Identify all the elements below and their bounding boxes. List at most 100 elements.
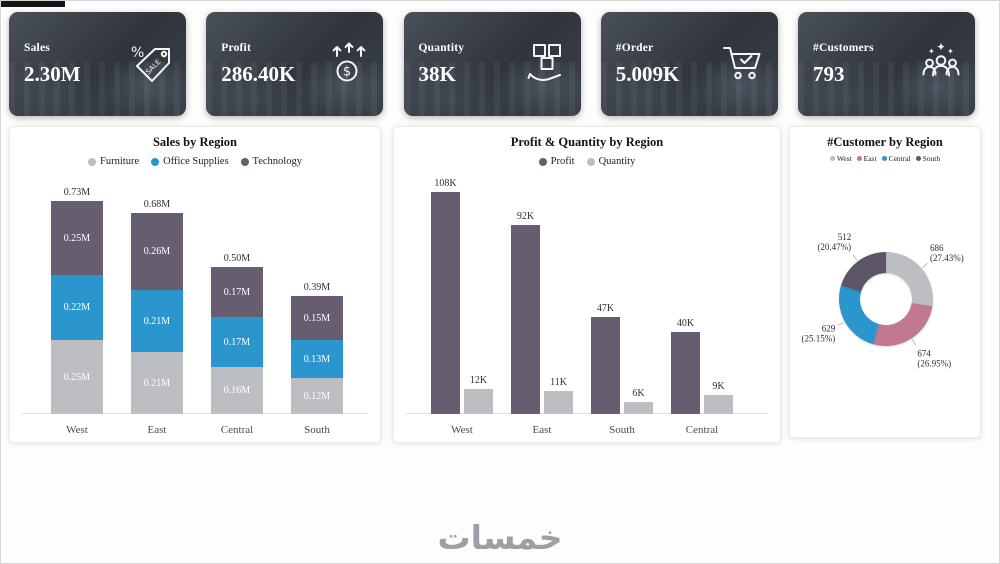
- stacked-segment-office-supplies[interactable]: 0.13M: [291, 340, 343, 378]
- legend-item-technology[interactable]: Technology: [240, 156, 302, 167]
- column-bar-profit[interactable]: [511, 225, 540, 414]
- bar-value-label: 40K: [676, 318, 695, 329]
- category-axis-label: West: [66, 424, 88, 436]
- bar-value-label: 92K: [516, 211, 535, 222]
- label-leader-line: [837, 321, 845, 326]
- kpi-value: 793: [813, 61, 845, 86]
- clustered-bar-chart: 108K 12K West 92K 11K East 47K 6K South 40K 9K Cent…: [394, 171, 780, 439]
- legend-color-dot: [586, 157, 595, 166]
- donut-slice-south[interactable]: [840, 252, 886, 292]
- profit-quantity-panel: Profit & Quantity by Region Profit Quanti…: [393, 126, 781, 443]
- kpi-card-quantity[interactable]: Quantity 38K: [403, 12, 581, 116]
- stacked-segment-furniture[interactable]: 0.21M: [131, 352, 183, 414]
- category-axis-label: South: [609, 424, 635, 436]
- stacked-segment-technology[interactable]: 0.26M: [131, 213, 183, 290]
- legend-label: West: [836, 154, 852, 163]
- stacked-segment-technology[interactable]: 0.15M: [291, 296, 343, 340]
- legend-label: Technology: [252, 156, 302, 167]
- donut-slice-east[interactable]: [873, 302, 933, 346]
- segment-value-label: 0.17M: [223, 336, 251, 348]
- label-leader-line: [911, 339, 916, 346]
- legend-item-south[interactable]: South: [915, 154, 940, 163]
- stacked-segment-technology[interactable]: 0.17M: [211, 267, 263, 317]
- kpi-value: 286.40K: [221, 61, 296, 86]
- segment-value-label: 0.13M: [303, 353, 331, 365]
- donut-data-label: 674 (26.95%): [917, 349, 951, 369]
- bar-value-label: 11K: [550, 377, 567, 388]
- legend-color-dot: [240, 157, 249, 166]
- stacked-segment-office-supplies[interactable]: 0.17M: [211, 317, 263, 367]
- segment-value-label: 0.25M: [63, 371, 91, 383]
- column-bar-profit[interactable]: [591, 317, 620, 414]
- svg-text:%: %: [131, 45, 144, 61]
- total-value-label: 0.73M: [63, 187, 91, 198]
- sales-by-region-panel: Sales by Region Furniture Office Supplies…: [9, 126, 381, 443]
- stacked-segment-furniture[interactable]: 0.12M: [291, 378, 343, 414]
- donut-slice-west[interactable]: [886, 252, 933, 307]
- sales-legend: Furniture Office Supplies Technology: [10, 156, 380, 167]
- kpi-card-customers[interactable]: #Customers 793: [798, 12, 975, 116]
- kpi-text: #Customers 793: [813, 42, 917, 87]
- legend-item-east[interactable]: East: [856, 154, 877, 163]
- kpi-label: Profit: [221, 41, 251, 54]
- bar-value-label: 9K: [712, 381, 725, 392]
- stacked-segment-technology[interactable]: 0.25M: [51, 201, 103, 275]
- profit-quantity-legend: Profit Quantity: [394, 156, 780, 167]
- legend-item-quantity[interactable]: Quantity: [586, 156, 635, 167]
- category-axis-label: Central: [220, 424, 254, 436]
- kpi-card-order[interactable]: #Order 5.009K: [600, 12, 778, 116]
- column-bar-quantity[interactable]: [544, 391, 573, 414]
- legend-item-central[interactable]: Central: [881, 154, 911, 163]
- kpi-text: Profit 286.40K: [221, 42, 325, 87]
- column-bar-quantity[interactable]: [704, 395, 733, 414]
- legend-item-furniture[interactable]: Furniture: [88, 156, 139, 167]
- segment-value-label: 0.12M: [303, 390, 331, 402]
- sale-tag-icon: % SALE: [131, 45, 170, 82]
- segment-value-label: 0.21M: [143, 377, 171, 389]
- column-bar-quantity[interactable]: [464, 389, 493, 414]
- stacked-segment-furniture[interactable]: 0.16M: [211, 367, 263, 414]
- total-value-label: 0.39M: [303, 282, 331, 293]
- kpi-label: #Customers: [813, 41, 874, 54]
- column-bar-profit[interactable]: [671, 332, 700, 414]
- legend-item-profit[interactable]: Profit: [538, 156, 575, 167]
- kpi-text: #Order 5.009K: [616, 42, 720, 87]
- order-cart-icon: [722, 47, 761, 80]
- total-value-label: 0.50M: [223, 253, 251, 264]
- bar-value-label: 12K: [469, 375, 488, 386]
- stacked-segment-office-supplies[interactable]: 0.21M: [131, 290, 183, 352]
- legend-color-dot: [881, 156, 887, 161]
- kpi-card-profit[interactable]: Profit 286.40K $: [206, 12, 384, 116]
- legend-label: Office Supplies: [163, 156, 229, 167]
- kpi-text: Sales 2.30M: [24, 42, 128, 87]
- legend-label: Furniture: [100, 156, 140, 167]
- donut-slice-central[interactable]: [838, 285, 879, 345]
- legend-label: Profit: [550, 156, 575, 167]
- stacked-segment-office-supplies[interactable]: 0.22M: [51, 275, 103, 340]
- profit-growth-icon: $: [332, 42, 366, 82]
- kpi-card-sales[interactable]: Sales 2.30M % SALE: [9, 12, 186, 116]
- x-axis-line: [22, 413, 368, 414]
- label-leader-line: [852, 254, 858, 261]
- chart-title: #Customer by Region: [827, 135, 943, 149]
- kpi-text: Quantity 38K: [419, 42, 523, 87]
- category-axis-label: East: [532, 424, 552, 436]
- kpi-value: 2.30M: [24, 61, 81, 86]
- column-bar-profit[interactable]: [431, 192, 460, 414]
- stacked-segment-furniture[interactable]: 0.25M: [51, 340, 103, 414]
- bar-value-label: 47K: [596, 303, 615, 314]
- kpi-label: #Order: [615, 41, 654, 54]
- donut-data-label: 686 (27.43%): [930, 243, 964, 263]
- customers-icon: [922, 43, 960, 77]
- segment-value-label: 0.15M: [303, 312, 331, 324]
- segment-value-label: 0.21M: [143, 315, 171, 327]
- legend-color-dot: [151, 157, 160, 166]
- category-axis-label: Central: [685, 424, 719, 436]
- category-axis-label: South: [304, 424, 330, 436]
- column-bar-quantity[interactable]: [624, 402, 653, 414]
- segment-value-label: 0.16M: [223, 385, 251, 396]
- legend-item-west[interactable]: West: [829, 154, 852, 163]
- legend-item-office-supplies[interactable]: Office Supplies: [151, 156, 229, 167]
- bar-value-label: 108K: [434, 178, 457, 189]
